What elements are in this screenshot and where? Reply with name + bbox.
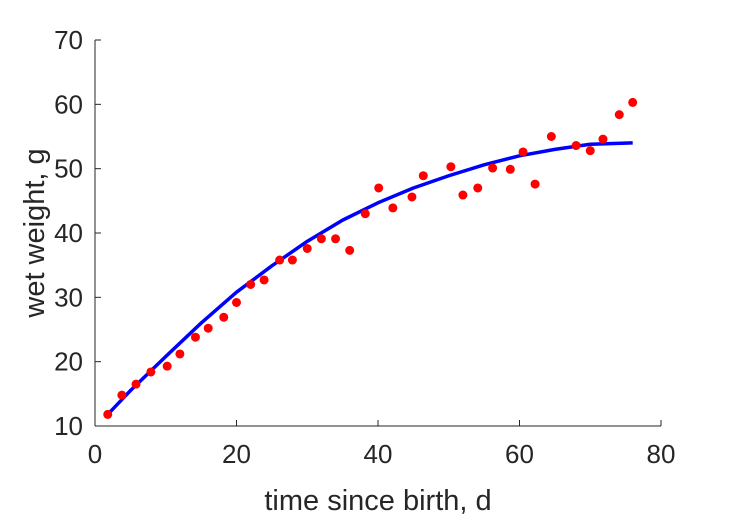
x-tick-label: 20 [222, 439, 251, 469]
x-axis-label: time since birth, d [264, 485, 491, 517]
data-point [103, 409, 113, 419]
y-tick-label: 60 [54, 89, 83, 119]
data-point [331, 234, 341, 244]
data-point [203, 323, 213, 333]
y-tick-label: 50 [54, 154, 83, 184]
data-point [473, 183, 483, 193]
data-point [190, 332, 200, 342]
data-point [407, 192, 417, 202]
data-point [418, 171, 428, 181]
y-tick-label: 70 [54, 25, 83, 55]
y-tick-label: 30 [54, 282, 83, 312]
data-points-group [103, 97, 638, 419]
data-point [345, 245, 355, 255]
fit-curve-group [106, 141, 633, 416]
x-tick-label: 60 [505, 439, 534, 469]
x-tick-label: 40 [364, 439, 393, 469]
data-point [530, 179, 540, 189]
data-point [302, 243, 312, 253]
data-point [232, 297, 241, 307]
x-tick-label: 80 [647, 439, 676, 469]
data-point [275, 255, 285, 265]
data-point [388, 203, 398, 213]
data-point [571, 141, 581, 151]
data-point [175, 349, 185, 359]
data-point [219, 312, 229, 322]
x-tick-label: 0 [88, 439, 102, 469]
data-point [598, 134, 608, 144]
data-point [546, 132, 556, 141]
y-tick-label: 40 [54, 218, 83, 248]
y-tick-label: 10 [54, 411, 83, 441]
y-tick-label: 20 [54, 347, 83, 377]
data-point [585, 146, 595, 156]
data-point [446, 162, 456, 172]
y-axis-label: wet weight, g [19, 148, 51, 318]
ticks: 0 20 40 60 80 10 20 30 40 50 60 70 [54, 25, 675, 469]
data-point [614, 110, 624, 120]
axes [94, 40, 661, 427]
data-point [146, 367, 156, 377]
data-point [131, 379, 141, 389]
data-point [488, 163, 498, 173]
data-point [628, 97, 638, 107]
data-point [117, 390, 127, 400]
data-point [162, 361, 172, 371]
data-point [259, 275, 269, 285]
data-point [505, 164, 515, 174]
data-point [287, 255, 297, 265]
data-point [374, 183, 384, 193]
fit-curve-line [106, 141, 633, 416]
data-point [360, 209, 370, 219]
data-point [316, 234, 326, 244]
data-point [246, 279, 256, 289]
data-point [458, 190, 468, 200]
data-point [518, 147, 528, 157]
